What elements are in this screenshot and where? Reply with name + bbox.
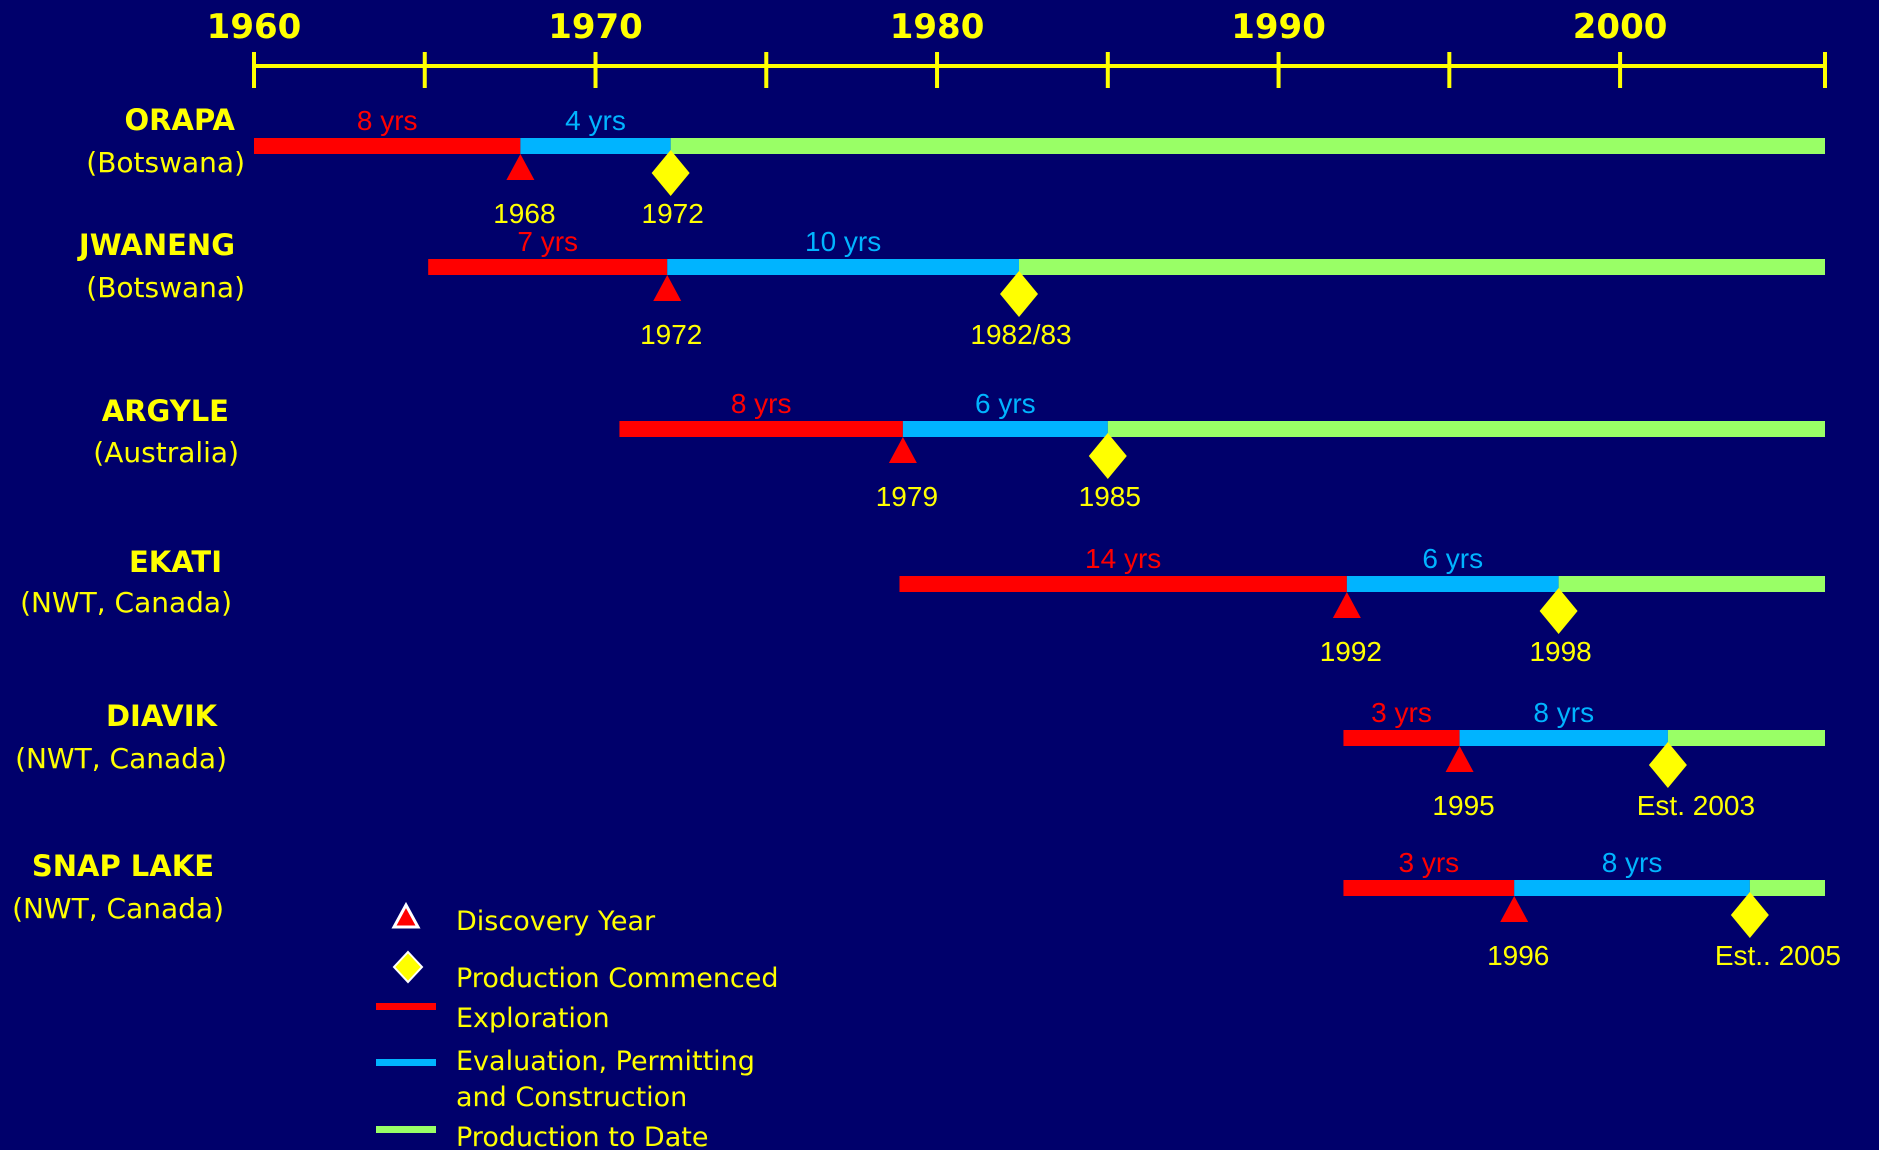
evaluation-bar [1346, 576, 1559, 592]
mine-row-snap-lake: SNAP LAKE (NWT, Canada) 3 yrs 8 yrs 1996 Est.… [12, 847, 1841, 971]
legend-commenced-label: Production Commenced [456, 963, 779, 994]
mine-name: EKATI [129, 545, 222, 579]
legend: Discovery Year Production Commenced Expl… [376, 901, 779, 1150]
mine-row-jwaneng: JWANENG (Botswana) 7 yrs 10 yrs 1972 1982/83 [77, 226, 1825, 350]
discovery-marker [1332, 592, 1361, 618]
mine-row-ekati: EKATI (NWT, Canada) 14 yrs 6 yrs 1992 1998 [20, 543, 1825, 667]
evaluation-bar [667, 259, 1020, 275]
mine-location: (Botswana) [86, 146, 245, 179]
axis-tick-label: 1980 [890, 7, 985, 47]
evaluation-bar [520, 138, 671, 154]
production-year-label: Est.. 2005 [1715, 940, 1841, 971]
production-marker [651, 150, 690, 196]
axis-tick-label: 1960 [207, 7, 302, 47]
mine-row-argyle: ARGYLE (Australia) 8 yrs 6 yrs 1979 1985 [93, 388, 1825, 512]
exploration-duration-label: 3 yrs [1371, 697, 1432, 728]
mine-location: (NWT, Canada) [15, 742, 227, 775]
discovery-year-label: 1979 [876, 481, 938, 512]
legend-production-label: Production to Date [456, 1122, 708, 1150]
evaluation-duration-label: 4 yrs [565, 105, 626, 136]
exploration-duration-label: 8 yrs [731, 388, 792, 419]
exploration-bar [428, 259, 668, 275]
year-axis: 1960 1970 1980 1990 2000 [207, 7, 1827, 88]
evaluation-duration-label: 8 yrs [1533, 697, 1594, 728]
production-year-label: 1998 [1529, 636, 1591, 667]
legend-discovery-label: Discovery Year [456, 906, 656, 937]
discovery-marker [1445, 746, 1474, 772]
exploration-duration-label: 7 yrs [517, 226, 578, 257]
production-bar [1558, 576, 1825, 592]
legend-commenced-icon [392, 950, 424, 984]
production-year-label: 1982/83 [970, 319, 1071, 350]
production-bar [1667, 730, 1825, 746]
discovery-marker [653, 275, 682, 301]
production-marker [1648, 742, 1687, 788]
axis-tick-label: 1970 [548, 7, 643, 47]
production-marker [1088, 433, 1127, 479]
exploration-bar [899, 576, 1347, 592]
production-year-label: Est. 2003 [1637, 790, 1755, 821]
evaluation-duration-label: 6 yrs [975, 388, 1036, 419]
discovery-marker [888, 437, 917, 463]
mine-location: (NWT, Canada) [20, 586, 232, 619]
exploration-bar [1343, 730, 1460, 746]
mine-row-diavik: DIAVIK (NWT, Canada) 3 yrs 8 yrs 1995 Est. 20… [15, 697, 1825, 821]
evaluation-bar [1514, 880, 1750, 896]
legend-production-swatch [376, 1126, 436, 1133]
production-year-label: 1985 [1079, 481, 1141, 512]
evaluation-bar [1459, 730, 1668, 746]
production-bar [1749, 880, 1825, 896]
exploration-bar [254, 138, 521, 154]
evaluation-duration-label: 8 yrs [1602, 847, 1663, 878]
evaluation-duration-label: 10 yrs [805, 226, 881, 257]
production-bar [1019, 259, 1825, 275]
legend-evaluation-label-2: and Construction [456, 1082, 687, 1113]
production-marker [1730, 892, 1769, 938]
mine-row-orapa: ORAPA (Botswana) 8 yrs 4 yrs 1968 1972 [86, 103, 1825, 229]
exploration-duration-label: 8 yrs [357, 105, 418, 136]
discovery-marker [1500, 896, 1529, 922]
legend-exploration-label: Exploration [456, 1003, 610, 1034]
production-marker [1539, 588, 1578, 634]
mine-location: (Botswana) [86, 271, 245, 304]
mine-location: (NWT, Canada) [12, 892, 224, 925]
mine-name: DIAVIK [106, 699, 219, 733]
production-bar [670, 138, 1825, 154]
mine-name: ARGYLE [102, 394, 229, 428]
discovery-year-label: 1996 [1487, 940, 1549, 971]
discovery-marker [506, 154, 535, 180]
legend-exploration-swatch [376, 1003, 436, 1010]
discovery-year-label: 1968 [493, 198, 555, 229]
mine-location: (Australia) [93, 436, 239, 469]
discovery-year-label: 1992 [1320, 636, 1382, 667]
axis-tick-label: 1990 [1231, 7, 1326, 47]
discovery-year-label: 1972 [640, 319, 702, 350]
axis-tick-label: 2000 [1573, 7, 1668, 47]
legend-discovery-icon [391, 901, 421, 929]
exploration-duration-label: 14 yrs [1085, 543, 1161, 574]
evaluation-duration-label: 6 yrs [1422, 543, 1483, 574]
evaluation-bar [902, 421, 1108, 437]
production-year-label: 1972 [642, 198, 704, 229]
legend-evaluation-swatch [376, 1059, 436, 1066]
discovery-year-label: 1995 [1432, 790, 1494, 821]
exploration-bar [619, 421, 903, 437]
production-bar [1107, 421, 1825, 437]
mine-name: ORAPA [125, 103, 236, 137]
exploration-bar [1343, 880, 1515, 896]
mine-name: SNAP LAKE [32, 849, 214, 883]
exploration-duration-label: 3 yrs [1398, 847, 1459, 878]
production-marker [1000, 271, 1039, 317]
mine-name: JWANENG [77, 228, 235, 262]
legend-evaluation-label-1: Evaluation, Permitting [456, 1046, 755, 1077]
